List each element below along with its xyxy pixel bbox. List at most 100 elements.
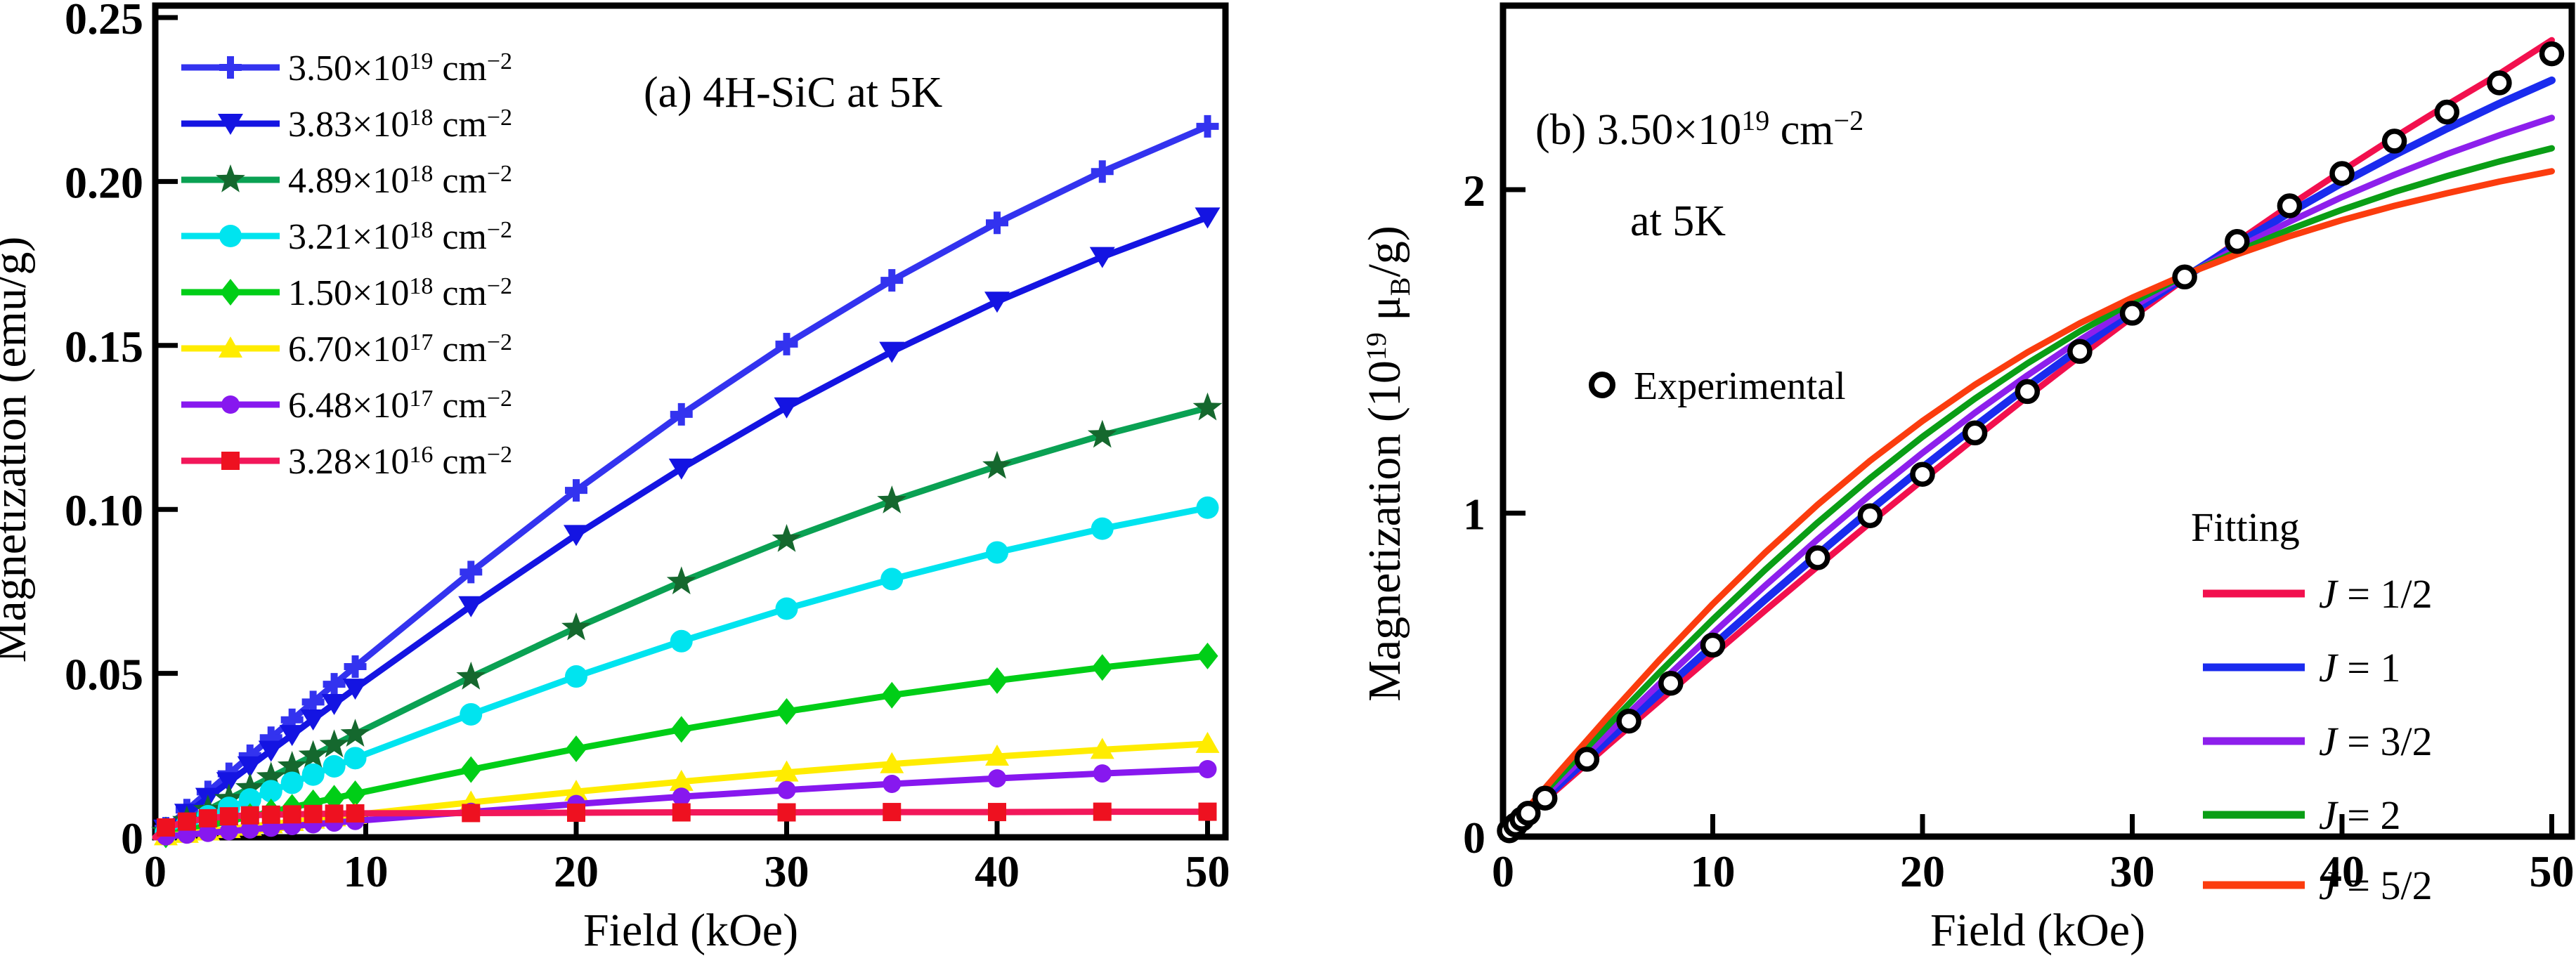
square-marker-icon (304, 804, 323, 823)
square-marker-icon (156, 818, 175, 837)
triangle-down-marker-icon (237, 756, 263, 778)
diamond-marker-icon (460, 756, 482, 783)
legend-a-swatch-8 (181, 452, 280, 470)
dot-marker-icon (240, 820, 259, 839)
panel-b-fit-series-1 (1500, 37, 2555, 840)
square-marker-icon (221, 452, 240, 470)
triangle-down-marker-icon (258, 740, 284, 762)
experimental-point-icon (1616, 708, 1641, 734)
y-tick-label: 1 (1463, 490, 1485, 539)
diamond-marker-icon (220, 279, 241, 306)
x-tick-label: 30 (2110, 846, 2155, 896)
experimental-point-icon (2172, 264, 2197, 290)
triangle-up-marker-icon (219, 336, 242, 358)
experimental-point-icon (2225, 228, 2250, 254)
triangle-up-marker-icon (880, 752, 904, 773)
circle-marker-icon (986, 541, 1008, 564)
legend-b-label-4: J = 2 (2319, 792, 2400, 838)
square-marker-icon (346, 804, 365, 823)
triangle-up-marker-icon (774, 760, 799, 782)
diamond-marker-icon (881, 681, 903, 709)
legend-a-label-3: 4.89×1018 cm−2 (288, 161, 512, 201)
diamond-marker-icon (1197, 642, 1218, 669)
fitting-legend-header: Fitting (2191, 504, 2300, 550)
legend-a-swatch-4 (181, 225, 280, 247)
square-marker-icon (672, 803, 691, 822)
experimental-point-icon (1516, 801, 1541, 826)
y-tick-label: 0 (121, 813, 143, 863)
triangle-down-marker-icon (216, 772, 242, 794)
square-marker-icon (325, 804, 344, 823)
panel-a-ticks: 0 10 20 30 40 50 0 0.05 0.10 0.15 0.20 0.25 (65, 0, 1230, 896)
circle-marker-icon (280, 771, 304, 794)
circle-marker-icon (880, 568, 904, 591)
square-marker-icon (198, 808, 217, 827)
x-tick-label: 40 (975, 846, 1020, 896)
square-marker-icon (1093, 802, 1112, 821)
diamond-marker-icon (670, 716, 692, 743)
legend-a-label-5: 1.50×1018 cm−2 (288, 273, 512, 313)
legend-a-swatch-3 (181, 164, 280, 192)
plus-marker-icon (775, 332, 798, 355)
plus-marker-icon (1196, 114, 1219, 138)
triangle-down-marker-icon (774, 397, 800, 419)
panel-a-series-8 (152, 802, 1217, 841)
triangle-down-marker-icon (279, 725, 305, 747)
star-marker-icon (666, 566, 696, 595)
star-marker-icon (561, 612, 591, 641)
legend-a-swatch-6 (181, 336, 280, 358)
circle-marker-icon (323, 754, 346, 778)
panel-a-y-axis-title: Magnetization (emu/g) (0, 237, 36, 663)
panel-b-ticks: 0 10 20 30 40 50 0 1 2 (1463, 166, 2575, 896)
y-tick-label: 0.15 (65, 322, 143, 372)
panel-b-fit-series-3 (1500, 114, 2555, 840)
dot-marker-icon (988, 769, 1006, 788)
legend-a-label-8: 3.28×1016 cm−2 (288, 442, 512, 482)
triangle-down-marker-icon (564, 525, 589, 546)
star-marker-icon (216, 164, 245, 192)
legend-a-label-4: 3.21×1018 cm−2 (288, 217, 512, 257)
triangle-up-marker-icon (669, 769, 694, 791)
experimental-point-icon (2015, 379, 2041, 405)
panel-b-experimental-points (1497, 41, 2565, 844)
triangle-down-marker-icon (879, 341, 905, 363)
legend-a-swatch-1 (181, 56, 280, 79)
star-marker-icon (772, 524, 802, 552)
circle-marker-icon (219, 225, 242, 247)
star-marker-icon (298, 740, 328, 768)
dot-marker-icon (221, 395, 240, 414)
experimental-point-icon (2434, 99, 2460, 125)
triangle-up-marker-icon (1195, 731, 1220, 753)
circle-marker-icon (344, 747, 367, 770)
experimental-legend-marker-icon (1589, 372, 1615, 398)
experimental-point-icon (2119, 301, 2145, 326)
square-marker-icon (177, 812, 196, 831)
panel-a-x-axis-title: Field (kOe) (583, 905, 798, 956)
plus-marker-icon (880, 269, 904, 292)
panel-b-fit-series-4 (1500, 145, 2555, 840)
y-tick-label: 0.20 (65, 157, 143, 207)
experimental-point-icon (2381, 129, 2407, 154)
triangle-down-marker-icon (218, 114, 243, 135)
star-marker-icon (877, 485, 907, 513)
panel-b-fit-line (1500, 37, 2555, 840)
circle-marker-icon (775, 597, 798, 620)
legend-a-label-7: 6.48×1017 cm−2 (288, 386, 512, 426)
experimental-point-icon (2539, 41, 2565, 67)
y-tick-label: 0.05 (65, 650, 143, 700)
triangle-down-marker-icon (458, 596, 484, 617)
plus-marker-icon (344, 655, 367, 678)
y-tick-label: 0.10 (65, 485, 143, 535)
triangle-up-marker-icon (985, 744, 1009, 766)
x-tick-label: 20 (1900, 846, 1945, 896)
plus-marker-icon (670, 402, 693, 426)
triangle-down-marker-icon (1195, 207, 1221, 229)
plus-marker-icon (1091, 160, 1114, 183)
experimental-point-icon (2329, 161, 2355, 186)
diamond-marker-icon (344, 780, 366, 808)
diamond-marker-icon (987, 667, 1008, 694)
x-tick-label: 50 (2530, 846, 2575, 896)
triangle-down-marker-icon (668, 458, 694, 480)
